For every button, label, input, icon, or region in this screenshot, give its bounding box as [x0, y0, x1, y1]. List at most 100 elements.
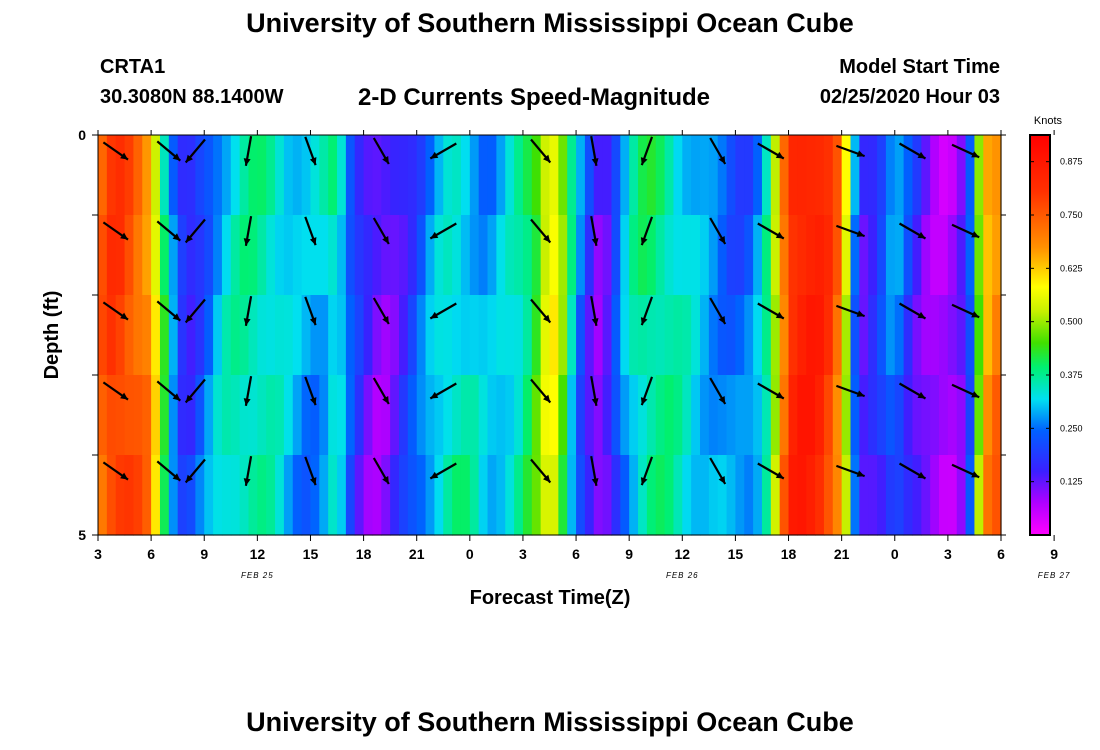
heatmap-cell: [682, 215, 692, 296]
heatmap-cell: [797, 135, 807, 216]
heatmap-cell: [452, 215, 462, 296]
heatmap-cell: [815, 215, 825, 296]
heatmap-cell: [700, 455, 710, 536]
plot-frame: [97, 134, 1002, 536]
current-vector: [590, 376, 599, 406]
heatmap-cell: [363, 375, 374, 456]
heatmap-cell: [98, 215, 108, 296]
heatmap-cell: [646, 135, 657, 216]
heatmap-cell: [708, 455, 719, 536]
heatmap-cell: [638, 375, 648, 456]
heatmap-cell: [177, 135, 188, 216]
heatmap-cell: [584, 135, 595, 216]
heatmap-cell: [744, 455, 754, 536]
heatmap-cell: [151, 215, 161, 296]
heatmap-cell: [248, 375, 258, 456]
heatmap-cell: [434, 455, 444, 536]
heatmap-cell: [629, 375, 639, 456]
heatmap-cell: [345, 215, 356, 296]
heatmap-cell: [416, 455, 427, 536]
heatmap-cell: [275, 295, 285, 376]
date-label: FEB 26: [666, 571, 699, 580]
heatmap-cell: [531, 135, 542, 216]
heatmap-cell: [620, 215, 630, 296]
heatmap-cell: [576, 375, 586, 456]
heatmap-cell: [381, 375, 391, 456]
heatmap-cell: [416, 135, 427, 216]
heatmap-cell: [894, 215, 905, 296]
heatmap-cell: [133, 455, 143, 536]
heatmap-cell: [301, 135, 312, 216]
heatmap-cell: [939, 215, 949, 296]
heatmap-cell: [815, 455, 825, 536]
heatmap-cell: [974, 135, 984, 216]
heatmap-cell: [487, 375, 497, 456]
heatmap-cell: [797, 215, 807, 296]
heatmap-cell: [930, 455, 940, 536]
heatmap-cell: [531, 295, 542, 376]
x-tick-label: 12: [675, 546, 691, 562]
heatmap-cell: [850, 215, 860, 296]
heatmap-cell: [576, 135, 586, 216]
heatmap-cell: [531, 215, 542, 296]
current-vector: [836, 144, 865, 158]
y-axis-label: Depth (ft): [41, 291, 63, 380]
heatmap-cell: [195, 135, 205, 216]
heatmap-cell: [717, 455, 728, 536]
heatmap-cell: [168, 455, 179, 536]
heatmap-cell: [540, 455, 551, 536]
heatmap-cell: [381, 135, 391, 216]
current-vector: [530, 378, 552, 404]
heatmap-cell: [770, 295, 781, 376]
heatmap-cell: [992, 455, 1002, 536]
x-tick-label: 15: [303, 546, 319, 562]
heatmap-cell: [921, 455, 931, 536]
heatmap-cell: [283, 135, 294, 216]
heatmap-cell: [682, 135, 692, 216]
heatmap-cell: [903, 215, 914, 296]
heatmap-cell: [992, 375, 1002, 456]
heatmap-cell: [708, 295, 719, 376]
heatmap-cell: [753, 455, 763, 536]
heatmap-cell: [823, 295, 834, 376]
heatmap-cell: [593, 455, 604, 536]
heatmap-cell: [487, 455, 497, 536]
heatmap-cell: [337, 295, 347, 376]
x-tick-label: 6: [997, 546, 1005, 562]
heatmap-cell: [558, 215, 568, 296]
heatmap-cell: [700, 295, 710, 376]
heatmap-cell: [682, 295, 692, 376]
heatmap-cell: [930, 295, 940, 376]
heatmap-cell: [753, 375, 763, 456]
heatmap-cell: [770, 375, 781, 456]
heatmap-cell: [735, 215, 745, 296]
heatmap-cell: [407, 135, 418, 216]
heatmap-cell: [965, 135, 976, 216]
heatmap-cell: [930, 135, 940, 216]
heatmap-cell: [956, 295, 967, 376]
current-vector: [184, 458, 206, 484]
heatmap-cell: [992, 215, 1002, 296]
heatmap-cell: [735, 455, 745, 536]
current-vector: [243, 376, 253, 406]
heatmap-cell: [549, 375, 559, 456]
heatmap-cell: [292, 215, 303, 296]
colorbar-tick-label: 0.500: [1060, 317, 1083, 327]
heatmap-cell: [434, 135, 444, 216]
heatmap-cell: [283, 295, 294, 376]
heatmap-cell: [903, 135, 914, 216]
heatmap-cell: [726, 215, 737, 296]
heatmap-cell: [363, 135, 374, 216]
heatmap-cell: [770, 135, 781, 216]
heatmap-cell: [177, 375, 188, 456]
current-vector: [836, 304, 865, 318]
current-vector: [709, 137, 727, 165]
heatmap-cell: [124, 375, 135, 456]
heatmap-cell: [939, 455, 949, 536]
heatmap-cell: [584, 455, 595, 536]
heatmap-cell: [558, 135, 568, 216]
heatmap-cell: [390, 135, 400, 216]
heatmap-cell: [761, 455, 772, 536]
heatmap-cell: [885, 215, 896, 296]
current-vector: [951, 143, 980, 159]
